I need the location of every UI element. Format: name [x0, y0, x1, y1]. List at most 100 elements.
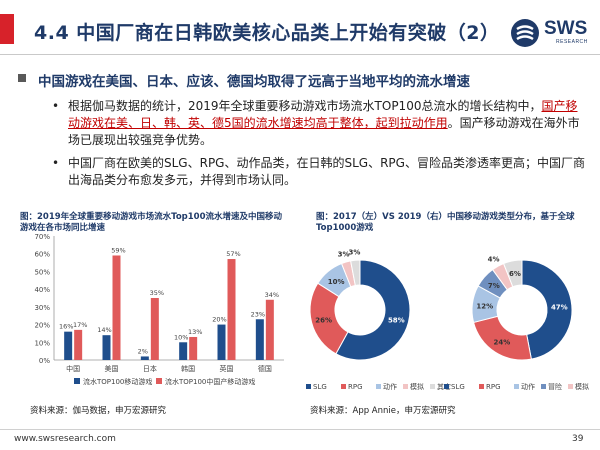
legend-label: 动作 [521, 382, 535, 391]
x-tick-label: 日本 [143, 364, 157, 373]
bar-data-label: 59% [111, 246, 125, 254]
sws-logo: SWS RESEARCH [510, 16, 596, 50]
headline: 中国游戏在美国、日本、应该、德国均取得了远高于当地平均的流水增速 [18, 70, 578, 90]
bar-data-label: 16% [59, 323, 73, 331]
legend-swatch [341, 384, 346, 389]
y-tick-label: 20% [34, 322, 50, 330]
logo-text: SWS [544, 18, 588, 39]
headline-text: 中国游戏在美国、日本、应该、德国均取得了远高于当地平均的流水增速 [38, 74, 470, 90]
square-bullet-icon [18, 74, 26, 82]
pie-slice [350, 259, 361, 287]
y-tick-label: 60% [34, 251, 50, 259]
x-tick-label: 德国 [258, 364, 272, 373]
bar [265, 299, 274, 360]
bar [179, 342, 188, 360]
legend-swatch [74, 378, 80, 384]
legend-swatch [376, 384, 381, 389]
pie-charts: 58%26%10%3%3%SLGRPG动作模拟其它47%24%12%7%4%6%… [306, 248, 589, 391]
pie-data-label: 47% [551, 303, 568, 311]
y-tick-label: 10% [34, 339, 50, 347]
bar [64, 331, 73, 360]
pie-data-label: 26% [315, 316, 332, 324]
page-title: 4.4 中国厂商在日韩欧美核心品类上开始有突破（2） [34, 22, 500, 44]
bar-data-label: 34% [265, 291, 279, 299]
legend-swatch [541, 384, 546, 389]
legend-swatch [568, 384, 573, 389]
bullet-dot-icon: • [52, 156, 60, 170]
legend-swatch [156, 378, 162, 384]
bar-data-label: 23% [251, 310, 265, 318]
bar [217, 324, 226, 360]
pie-data-label: 58% [388, 316, 405, 324]
bullet-item: • 中国厂商在欧美的SLG、RPG、动作品类，在日韩的SLG、RPG、冒险品类渗… [52, 155, 588, 189]
bullet-text: 根据伽马数据的统计，2019年全球重要移动游戏市场流水TOP100总流水的增长结… [68, 99, 542, 113]
bar-data-label: 57% [226, 250, 240, 258]
bar [102, 335, 111, 360]
pie-data-label: 10% [328, 278, 345, 286]
bullet-dot-icon: • [52, 99, 60, 113]
title-bar: 4.4 中国厂商在日韩欧美核心品类上开始有突破（2） SWS RESEARCH [0, 8, 600, 54]
y-tick-label: 70% [34, 233, 50, 241]
y-tick-label: 0% [39, 357, 50, 365]
bar-data-label: 2% [138, 347, 148, 355]
legend-swatch [514, 384, 519, 389]
pie-chart-title: 图：2017（左）VS 2019（右）中国移动游戏类型分布，基于全球Top100… [316, 212, 575, 233]
bar [74, 329, 83, 360]
bar [189, 336, 198, 360]
footer-url: www.swsresearch.com [14, 434, 116, 444]
pie-slice [502, 259, 523, 288]
bar-data-label: 14% [97, 326, 111, 334]
page-number: 39 [572, 434, 584, 444]
bullet-list: • 根据伽马数据的统计，2019年全球重要移动游戏市场流水TOP100总流水的增… [52, 98, 588, 193]
legend-swatch [444, 384, 449, 389]
bar-chart: 0% 10% 20% 30% 40% 50% 60% 70% 16% 17% 中国 14% 59% 美国 2… [34, 233, 284, 386]
header-divider [0, 54, 600, 55]
legend-label: 模拟 [575, 382, 589, 391]
legend-swatch [403, 384, 408, 389]
legend-swatch [430, 384, 435, 389]
legend-label: RPG [348, 383, 363, 391]
pie-data-label: 3% [338, 250, 350, 258]
y-tick-label: 40% [34, 286, 50, 294]
pie-data-label: 12% [476, 302, 493, 310]
legend-swatch [479, 384, 484, 389]
logo-subtext: RESEARCH [556, 39, 588, 45]
bar-data-label: 35% [150, 289, 164, 297]
x-tick-label: 英国 [220, 364, 234, 373]
pie-slice [335, 259, 411, 361]
pie-data-label: 6% [509, 270, 521, 278]
pie-data-label: 24% [494, 339, 511, 347]
pie-data-label: 4% [488, 255, 500, 263]
legend-label: 模拟 [410, 382, 424, 391]
bar-data-label: 20% [212, 316, 226, 324]
bar [227, 259, 236, 360]
bar [150, 298, 159, 360]
legend-label: 流水TOP100中国产移动游戏 [165, 377, 255, 386]
bar-data-label: 10% [174, 333, 188, 341]
pie-slice [521, 259, 573, 360]
legend-label: SLG [313, 383, 327, 391]
pie-chart-source: 资料来源：App Annie，申万宏源研究 [310, 406, 456, 416]
bar [255, 319, 264, 360]
legend-label: RPG [486, 383, 501, 391]
bullet-text: 。国产移动游戏在海外市场已展现出较强竞争优势。 [68, 116, 580, 147]
x-tick-label: 中国 [66, 364, 80, 373]
bar-data-label: 17% [73, 321, 87, 329]
legend-label: 冒险 [548, 382, 562, 391]
sws-logo-icon [511, 19, 539, 47]
title-accent [0, 14, 14, 44]
pie-data-label: 3% [349, 248, 361, 256]
bullet-text: 中国厂商在欧美的SLG、RPG、动作品类，在日韩的SLG、RPG、冒险品类渗透率… [68, 156, 585, 187]
legend-label: 动作 [383, 382, 397, 391]
pie-data-label: 7% [488, 282, 500, 290]
bar [140, 356, 149, 360]
bar [112, 255, 121, 360]
bullet-highlight: 国产移动游戏在美、日、韩、英、德5国的流水增速均高于整体，起到拉动作用 [68, 99, 578, 130]
x-tick-label: 韩国 [181, 364, 195, 373]
y-tick-label: 30% [34, 304, 50, 312]
legend-swatch [306, 384, 311, 389]
footer-divider [0, 429, 600, 430]
x-tick-label: 美国 [105, 364, 119, 373]
legend-label: SLG [451, 383, 465, 391]
bar-chart-source: 资料来源：伽马数据，申万宏源研究 [30, 406, 167, 416]
